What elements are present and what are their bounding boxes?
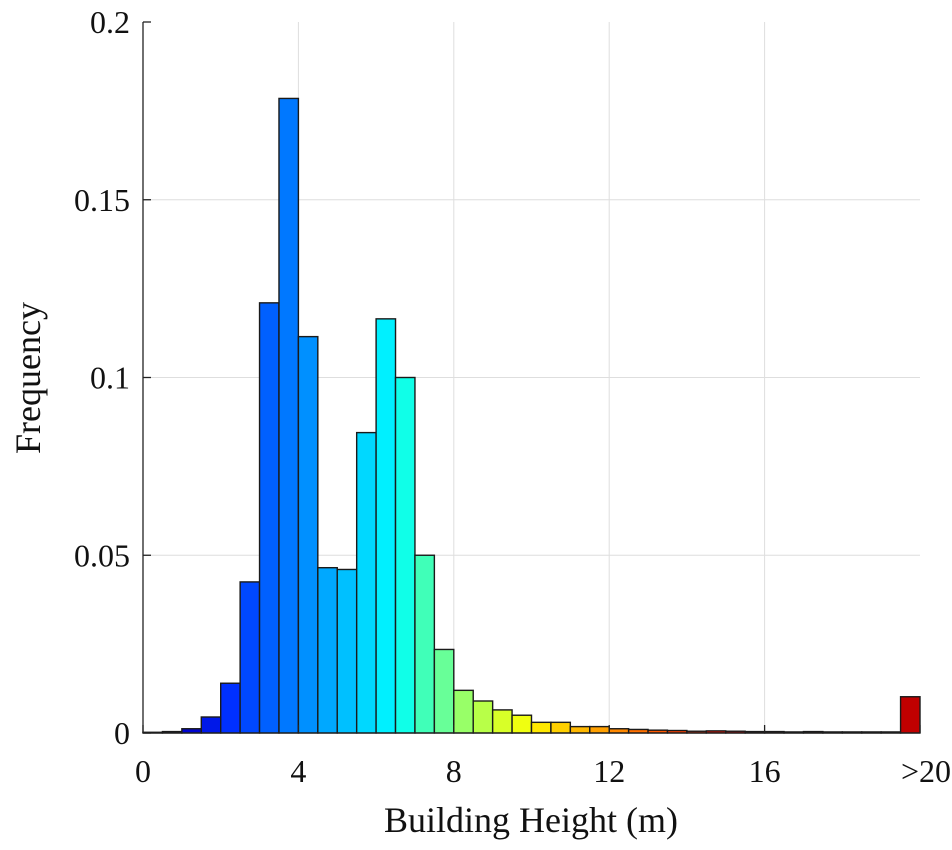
histogram-bar (219, 682, 241, 734)
histogram-bar (530, 721, 552, 734)
histogram-bar (433, 648, 455, 734)
histogram-bar (414, 554, 436, 734)
y-tick-label: 0.15 (74, 182, 130, 218)
x-tick-label: 16 (749, 753, 781, 789)
histogram-bar (200, 716, 222, 734)
y-tick-label: 0 (114, 715, 130, 751)
y-axis-label: Frequency (8, 302, 48, 454)
histogram-bar (899, 696, 921, 734)
histogram-bar (589, 725, 610, 734)
histogram-bar (317, 566, 338, 734)
histogram-bar (278, 97, 300, 734)
histogram-bar (336, 568, 358, 734)
axes (142, 21, 921, 734)
x-axis-label: Building Height (m) (384, 800, 678, 840)
histogram-bar (453, 689, 474, 734)
histogram-bar (550, 721, 572, 734)
y-tick-label: 0.1 (90, 360, 130, 396)
tick-labels: 0 4 8 12 16 >20 0 0.05 0.1 0.15 0.2 (74, 4, 951, 789)
x-tick-label: 12 (593, 753, 625, 789)
histogram-bars (142, 97, 921, 734)
x-tick-label: 4 (290, 753, 306, 789)
histogram-bar (394, 376, 416, 734)
histogram-bar (239, 581, 261, 734)
histogram-bar (569, 725, 591, 734)
histogram-bar (511, 714, 533, 734)
x-tick-label: 8 (446, 753, 462, 789)
x-tick-label: >20 (901, 753, 951, 789)
histogram-bar (258, 302, 280, 734)
y-tick-label: 0.05 (74, 537, 130, 573)
histogram-bar (355, 431, 377, 734)
histogram-bar (297, 335, 319, 734)
y-tick-label: 0.2 (90, 4, 130, 40)
x-tick-label: 0 (135, 753, 151, 789)
histogram-bar (472, 700, 494, 734)
histogram-bar (375, 318, 397, 734)
histogram-bar (491, 709, 513, 734)
